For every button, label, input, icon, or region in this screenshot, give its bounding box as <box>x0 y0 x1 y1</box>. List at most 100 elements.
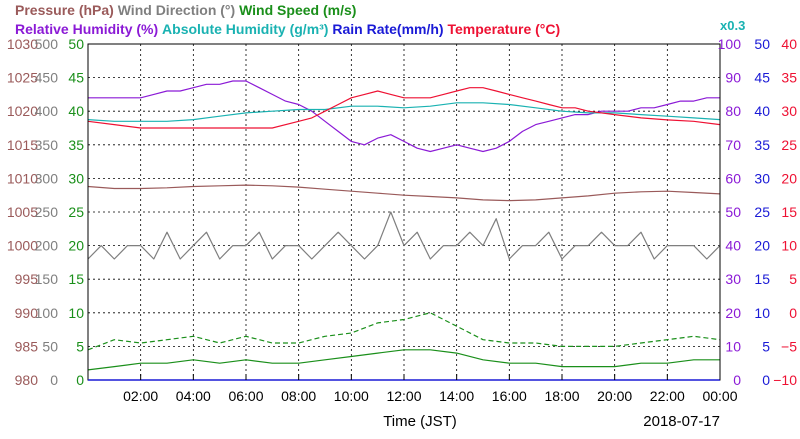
rain_rate-tick-label: 25 <box>754 204 770 220</box>
pressure-tick-label: 985 <box>15 338 39 354</box>
series-relative-humidity <box>88 80 720 153</box>
wind_speed-tick-label: 10 <box>68 305 84 321</box>
x-axis-label: Time (JST) <box>383 413 457 430</box>
header-item: Temperature (°C) <box>447 21 560 37</box>
x-tick-label: 08:00 <box>281 388 316 404</box>
header-item: Wind Direction (°) <box>118 2 235 18</box>
temperature-tick-label: 40 <box>781 36 797 52</box>
header-item: Rain Rate(mm/h) <box>332 21 443 37</box>
header-item: Absolute Humidity (g/m³) <box>162 21 328 37</box>
x-tick-label: 04:00 <box>176 388 211 404</box>
pressure-tick-label: 1000 <box>7 238 38 254</box>
temperature-tick-label: 0 <box>789 305 797 321</box>
header-item: Pressure (hPa) <box>15 2 114 18</box>
wind_direction-tick-label: 400 <box>35 103 59 119</box>
header-text: Relative Humidity (%) Absolute Humidity … <box>15 21 560 37</box>
date-label: 2018-07-17 <box>643 413 720 430</box>
rain_rate-tick-label: 35 <box>754 137 770 153</box>
series-layer <box>87 80 721 371</box>
rain_rate-tick-label: 50 <box>754 36 770 52</box>
x-tick-label: 12:00 <box>386 388 421 404</box>
rain_rate-tick-label: 40 <box>754 103 770 119</box>
wind_direction-tick-label: 200 <box>35 238 59 254</box>
wind_direction-tick-label: 100 <box>35 305 59 321</box>
rain_rate-tick-label: 45 <box>754 70 770 86</box>
relative_humidity-tick-label: 50 <box>725 204 741 220</box>
header-item: Wind Speed (m/s) <box>239 2 356 18</box>
abs-humidity-multiplier: x0.3 <box>720 18 745 33</box>
relative_humidity-tick-label: 20 <box>725 305 741 321</box>
temperature-tick-label: −10 <box>773 372 797 388</box>
relative_humidity-tick-label: 10 <box>725 338 741 354</box>
wind_direction-tick-label: 0 <box>50 372 58 388</box>
wind_speed-tick-label: 25 <box>68 204 84 220</box>
wind_direction-tick-label: 300 <box>35 170 59 186</box>
relative_humidity-tick-label: 70 <box>725 137 741 153</box>
right-axes: 1009080706050403020100504540353025201510… <box>718 36 798 388</box>
wind_direction-tick-label: 50 <box>42 338 58 354</box>
header-text: Pressure (hPa) Wind Direction (°) Wind S… <box>15 2 356 18</box>
header-item: Relative Humidity (%) <box>15 21 158 37</box>
wind_direction-tick-label: 500 <box>35 36 59 52</box>
pressure-tick-label: 1005 <box>7 204 38 220</box>
temperature-tick-label: 35 <box>781 70 797 86</box>
series-temperature <box>87 87 721 129</box>
pressure-tick-label: 1030 <box>7 36 38 52</box>
temperature-tick-label: 15 <box>781 204 797 220</box>
wind_speed-tick-label: 20 <box>68 238 84 254</box>
header-row-2: Relative Humidity (%) Absolute Humidity … <box>15 21 560 37</box>
wind_direction-tick-label: 450 <box>35 70 59 86</box>
rain_rate-tick-label: 0 <box>762 372 770 388</box>
header-row-1: Pressure (hPa) Wind Direction (°) Wind S… <box>15 2 356 18</box>
relative_humidity-tick-label: 100 <box>718 36 742 52</box>
rain_rate-tick-label: 5 <box>762 338 770 354</box>
pressure-tick-label: 1010 <box>7 170 38 186</box>
temperature-tick-label: 25 <box>781 137 797 153</box>
x-tick-label: 06:00 <box>228 388 263 404</box>
left-axes: 1030102510201015101010051000995990985980… <box>7 36 84 388</box>
x-tick-label: 16:00 <box>492 388 527 404</box>
temperature-tick-label: −5 <box>781 338 797 354</box>
pressure-tick-label: 1015 <box>7 137 38 153</box>
pressure-tick-label: 1025 <box>7 70 38 86</box>
x-tick-label: 02:00 <box>123 388 158 404</box>
wind_direction-tick-label: 150 <box>35 271 59 287</box>
rain_rate-tick-label: 15 <box>754 271 770 287</box>
x-tick-label: 10:00 <box>334 388 369 404</box>
relative_humidity-tick-label: 40 <box>725 238 741 254</box>
series-wind-speed <box>87 349 720 371</box>
series-wind-direction <box>87 211 721 260</box>
wind_speed-tick-label: 40 <box>68 103 84 119</box>
relative_humidity-tick-label: 30 <box>725 271 741 287</box>
x-tick-label: 20:00 <box>597 388 632 404</box>
series-absolute-humidity <box>87 102 721 122</box>
relative_humidity-tick-label: 80 <box>725 103 741 119</box>
relative_humidity-tick-label: 90 <box>725 70 741 86</box>
pressure-tick-label: 980 <box>15 372 39 388</box>
wind_speed-tick-label: 5 <box>76 338 84 354</box>
temperature-tick-label: 30 <box>781 103 797 119</box>
pressure-tick-label: 1020 <box>7 103 38 119</box>
relative_humidity-tick-label: 0 <box>733 372 741 388</box>
pressure-tick-label: 990 <box>15 305 39 321</box>
x-tick-label: 00:00 <box>702 388 737 404</box>
temperature-tick-label: 5 <box>789 271 797 287</box>
series-wind-speed-gust <box>87 312 721 351</box>
grid <box>88 44 720 380</box>
x-tick-label: 14:00 <box>439 388 474 404</box>
wind_speed-tick-label: 0 <box>76 372 84 388</box>
temperature-tick-label: 20 <box>781 170 797 186</box>
rain_rate-tick-label: 20 <box>754 238 770 254</box>
wind_speed-tick-label: 35 <box>68 137 84 153</box>
series-pressure <box>87 184 721 202</box>
x-tick-label: 22:00 <box>650 388 685 404</box>
relative_humidity-tick-label: 60 <box>725 170 741 186</box>
temperature-tick-label: 10 <box>781 238 797 254</box>
rain_rate-tick-label: 30 <box>754 170 770 186</box>
wind_direction-tick-label: 350 <box>35 137 59 153</box>
wind_direction-tick-label: 250 <box>35 204 59 220</box>
rain_rate-tick-label: 10 <box>754 305 770 321</box>
wind_speed-tick-label: 50 <box>68 36 84 52</box>
